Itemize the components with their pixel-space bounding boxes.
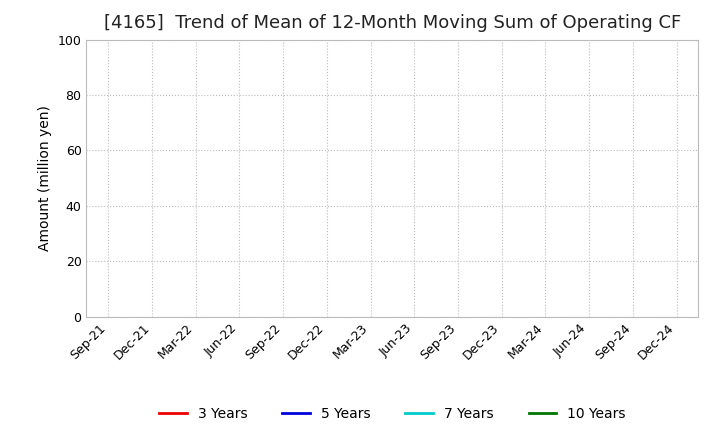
Title: [4165]  Trend of Mean of 12-Month Moving Sum of Operating CF: [4165] Trend of Mean of 12-Month Moving … bbox=[104, 15, 681, 33]
Y-axis label: Amount (million yen): Amount (million yen) bbox=[38, 105, 52, 251]
Legend: 3 Years, 5 Years, 7 Years, 10 Years: 3 Years, 5 Years, 7 Years, 10 Years bbox=[153, 401, 631, 426]
